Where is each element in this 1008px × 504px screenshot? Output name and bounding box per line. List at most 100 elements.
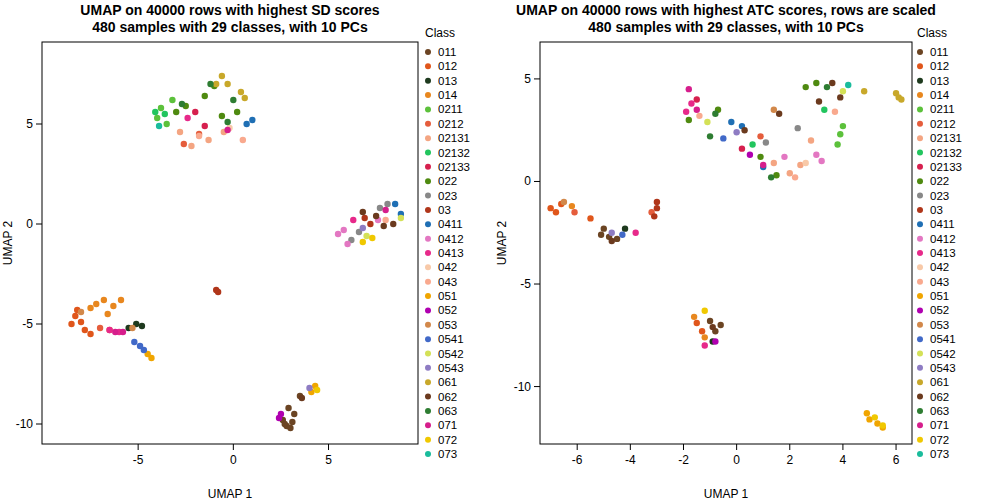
point	[609, 238, 615, 244]
title: UMAP on 40000 rows with highest SD score…	[80, 2, 379, 18]
legend-label: 0211	[930, 103, 955, 115]
legend-swatch	[425, 322, 431, 328]
legend-swatch	[917, 422, 923, 428]
legend-swatch	[425, 307, 431, 313]
point	[213, 81, 219, 87]
point	[238, 89, 244, 95]
point	[219, 73, 225, 79]
point	[696, 113, 702, 119]
legend-swatch	[425, 408, 431, 414]
legend-label: 0412	[438, 233, 464, 245]
point	[609, 230, 615, 236]
point	[224, 127, 230, 133]
point	[816, 98, 822, 104]
point	[392, 201, 398, 207]
x-tick	[736, 444, 737, 450]
legend-label: 022	[438, 175, 457, 187]
legend-title: Class	[917, 26, 947, 40]
point	[299, 395, 305, 401]
point	[691, 314, 697, 320]
legend-label: 043	[438, 276, 457, 288]
point	[360, 225, 366, 231]
legend-swatch	[917, 307, 923, 313]
x-tick-label: 2	[786, 453, 793, 467]
point	[864, 410, 870, 416]
y-tick	[534, 386, 540, 387]
subtitle: 480 samples with 29 classes, with 10 PCs	[92, 19, 368, 35]
point	[792, 174, 798, 180]
panel: UMAP on 40000 rows with highest SD score…	[1, 2, 470, 501]
legend-swatch	[917, 264, 923, 270]
legend-swatch	[425, 437, 431, 443]
legend-label: 053	[930, 319, 949, 331]
x-tick	[328, 444, 329, 450]
legend-swatch	[425, 135, 431, 141]
legend-label: 042	[930, 261, 949, 273]
legend: Class01101201301402110212021310213202133…	[425, 26, 470, 460]
point	[553, 209, 559, 215]
point	[861, 88, 867, 94]
point	[163, 121, 169, 127]
point	[757, 154, 763, 160]
point	[202, 123, 208, 129]
legend-swatch	[425, 451, 431, 457]
legend-swatch	[425, 121, 431, 127]
y-tick	[36, 424, 42, 425]
legend-swatch	[425, 264, 431, 270]
x-tick	[789, 444, 790, 450]
point	[249, 117, 255, 123]
point	[120, 329, 126, 335]
legend-label: 0413	[438, 247, 464, 259]
point	[704, 119, 710, 125]
point	[569, 203, 575, 209]
point	[173, 109, 179, 115]
point	[547, 205, 553, 211]
point	[369, 235, 375, 241]
point	[808, 137, 814, 143]
x-tick-label: -4	[625, 453, 636, 467]
legend-label: 02131	[438, 132, 470, 144]
legend-swatch	[917, 250, 923, 256]
point	[587, 215, 593, 221]
point	[776, 111, 782, 117]
legend-label: 02132	[438, 147, 470, 159]
legend-label: 0543	[930, 362, 956, 374]
legend-swatch	[917, 379, 923, 385]
point	[781, 154, 787, 160]
legend-label: 02131	[930, 132, 962, 144]
point	[601, 225, 607, 231]
legend-swatch	[917, 279, 923, 285]
point	[360, 239, 366, 245]
point	[699, 328, 705, 334]
point	[717, 322, 723, 328]
point	[398, 215, 404, 221]
point	[749, 141, 755, 147]
point	[739, 145, 745, 151]
x-tick	[842, 444, 843, 450]
point	[880, 422, 886, 428]
point	[177, 129, 183, 135]
point	[68, 321, 74, 327]
legend-label: 0212	[438, 118, 464, 130]
point	[162, 111, 168, 117]
y-tick	[36, 124, 42, 125]
point	[803, 84, 809, 90]
point	[192, 109, 198, 115]
point	[154, 115, 160, 121]
title: UMAP on 40000 rows with highest ATC scor…	[516, 2, 936, 18]
x-tick-label: 5	[325, 453, 332, 467]
point	[196, 133, 202, 139]
legend-swatch	[917, 408, 923, 414]
y-tick-label: 0	[26, 217, 33, 231]
point	[824, 84, 830, 90]
legend-swatch	[917, 394, 923, 400]
legend-label: 052	[930, 304, 949, 316]
point	[845, 82, 851, 88]
y-tick-label: 5	[524, 72, 531, 86]
point	[619, 232, 625, 238]
legend-swatch	[425, 207, 431, 213]
y-tick	[36, 224, 42, 225]
point	[686, 117, 692, 123]
y-tick	[534, 78, 540, 79]
legend-label: 051	[930, 290, 949, 302]
